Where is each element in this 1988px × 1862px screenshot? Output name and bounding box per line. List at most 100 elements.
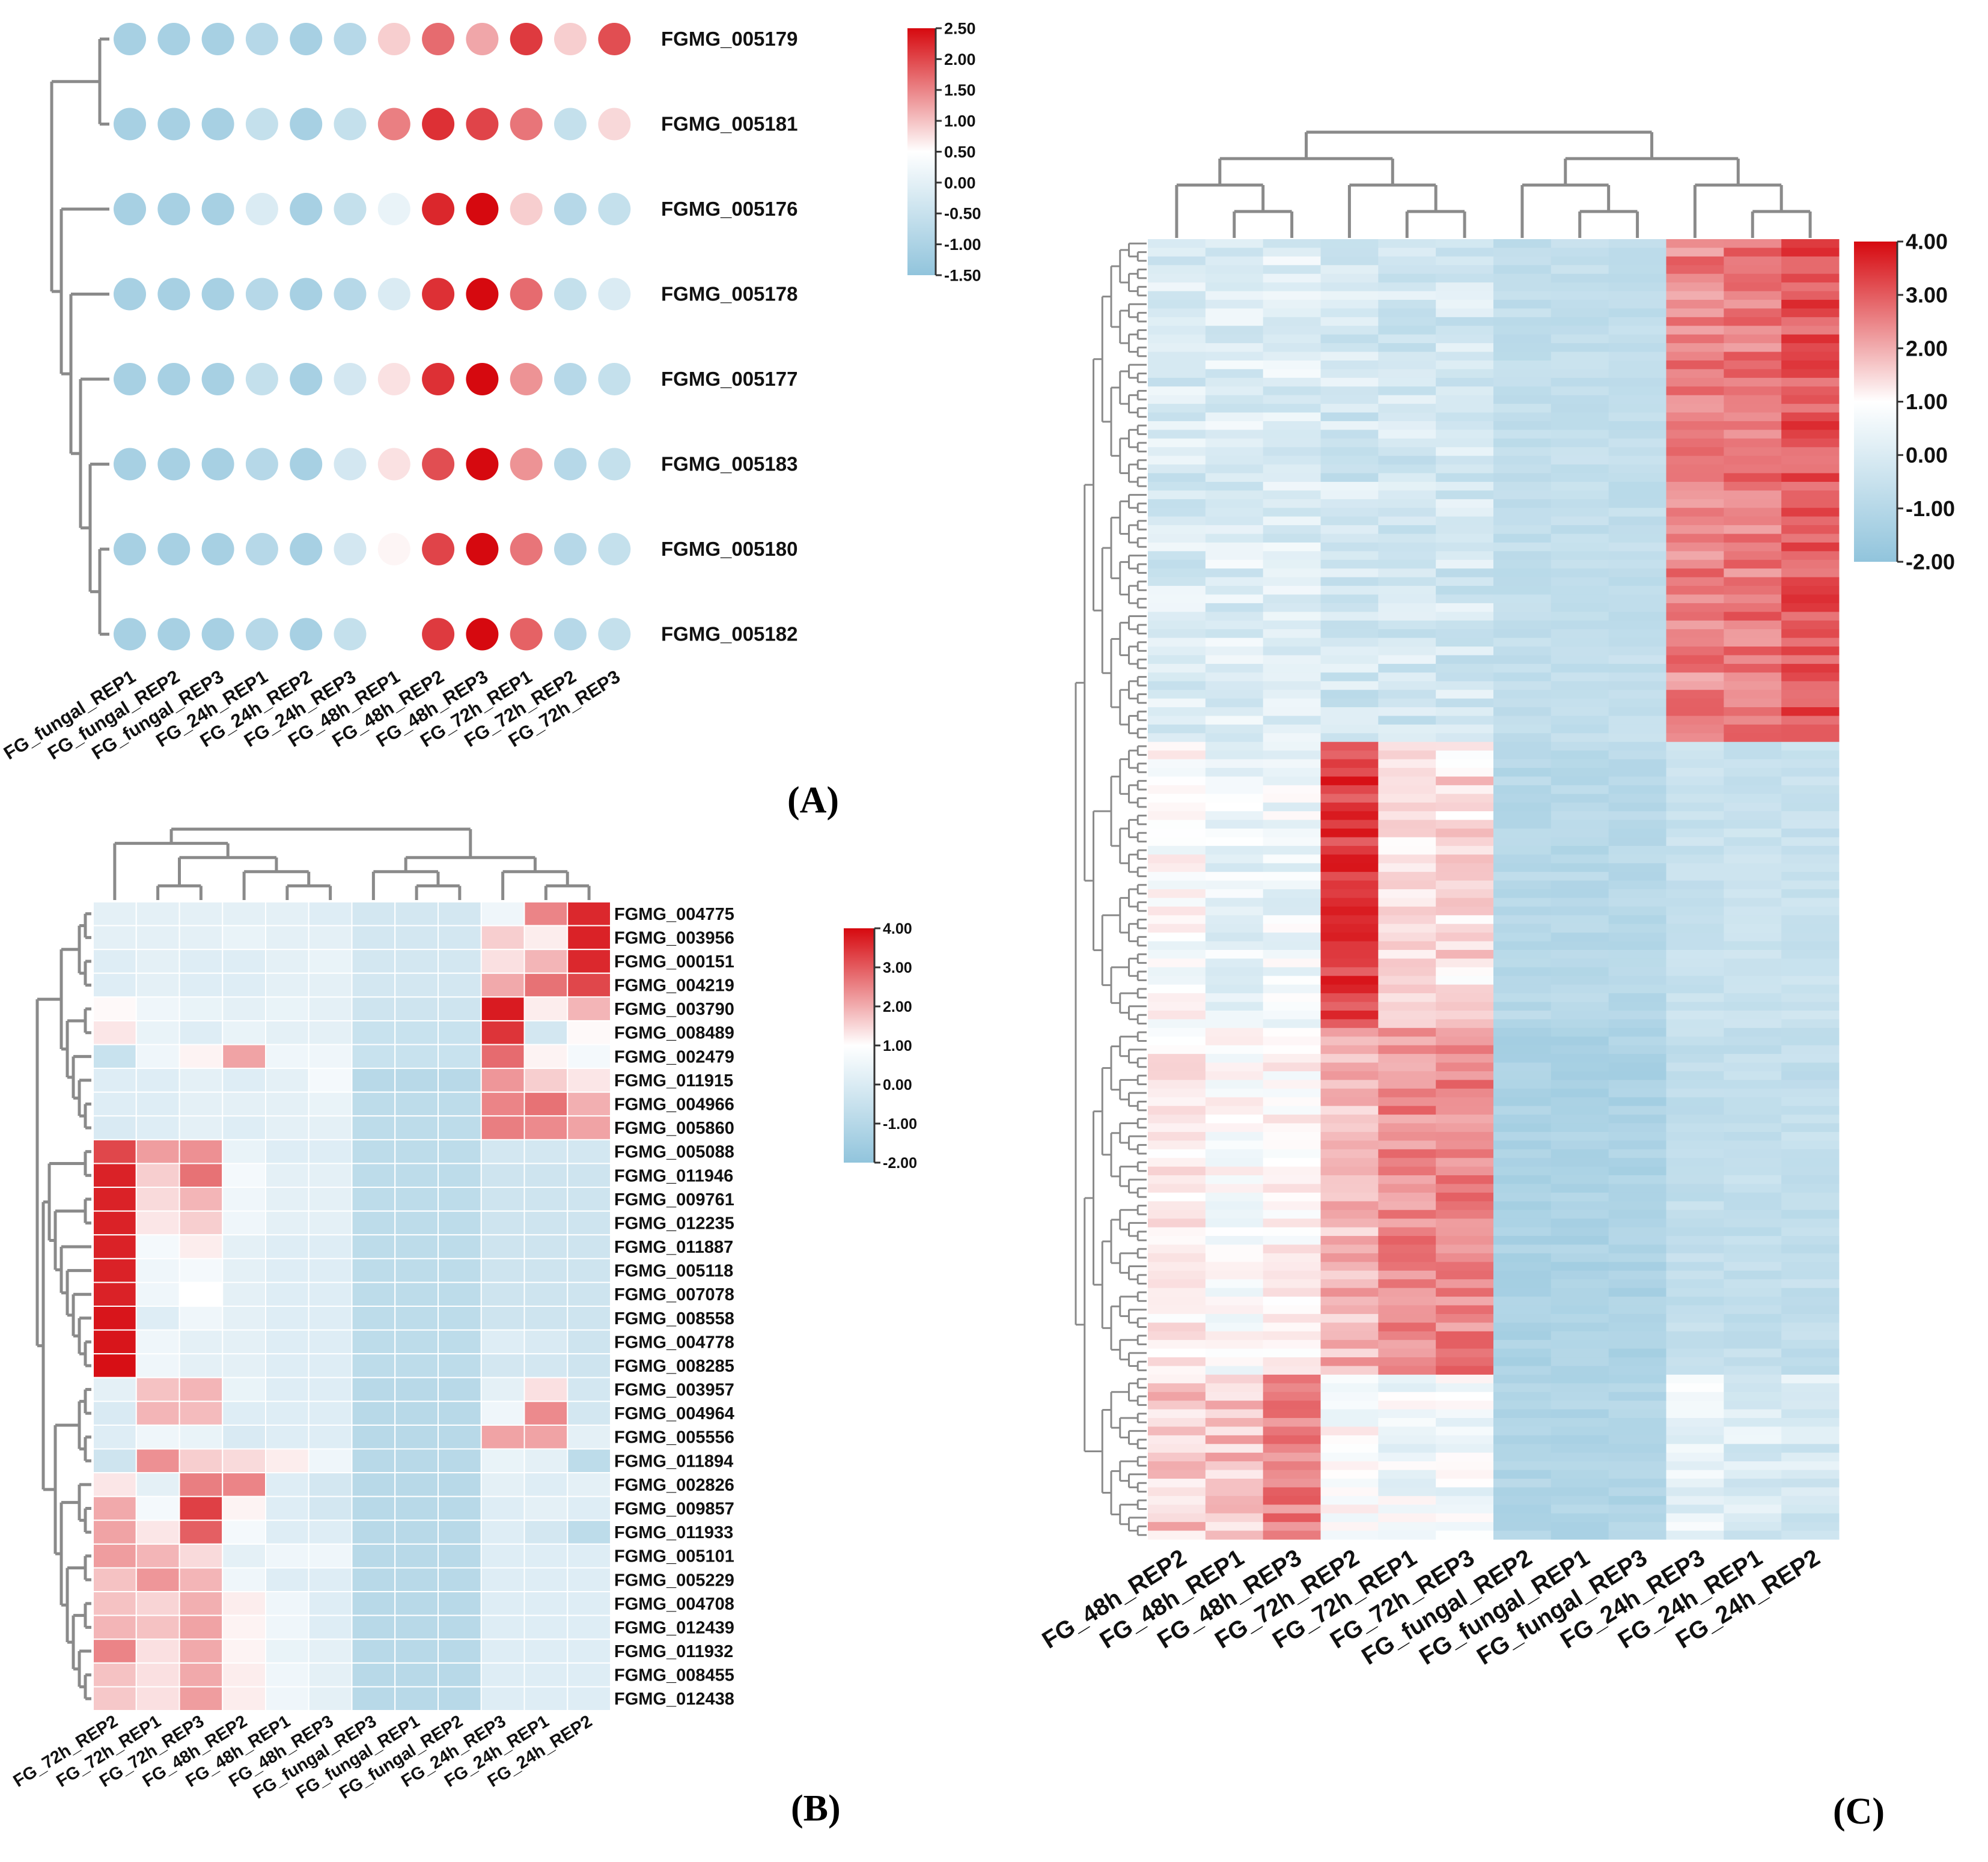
- heatmap-cell: [438, 1353, 482, 1378]
- heatmap-cell: [1148, 603, 1206, 612]
- heatmap-cell: [1608, 369, 1666, 379]
- heatmap-cell: [308, 1329, 353, 1355]
- heatmap-cell: [1378, 360, 1436, 370]
- heatmap-cell: [1378, 1219, 1436, 1228]
- heatmap-cell: [523, 949, 569, 974]
- heatmap-cell: [1436, 508, 1494, 517]
- heatmap-cell: [1781, 1522, 1840, 1532]
- heatmap-cell: [1205, 386, 1264, 396]
- heatmap-cell: [1378, 542, 1436, 552]
- heatmap-cell: [1263, 811, 1321, 821]
- heatmap-cell: [1724, 542, 1782, 552]
- heatmap-cell: [1608, 1184, 1666, 1193]
- heatmap-cell: [1436, 473, 1494, 482]
- heatmap-cell: [1550, 923, 1609, 933]
- heatmap-cell: [1205, 265, 1264, 275]
- heatmap-cell: [1205, 949, 1264, 959]
- heatmap-cell: [1493, 1140, 1552, 1150]
- heatmap-cell: [1148, 412, 1206, 422]
- heatmap-cell: [135, 972, 180, 998]
- heatmap-cell: [1724, 455, 1782, 465]
- bubble: [554, 278, 587, 311]
- heatmap-cell: [523, 1258, 569, 1283]
- heatmap-cell: [1550, 1184, 1609, 1193]
- heatmap-cell: [1263, 750, 1321, 760]
- heatmap-cell: [1263, 369, 1321, 379]
- heatmap-cell: [1320, 1062, 1379, 1072]
- heatmap-cell: [523, 972, 569, 998]
- heatmap-cell: [1724, 681, 1782, 690]
- heatmap-cell: [1666, 681, 1724, 690]
- heatmap-cell: [1148, 958, 1206, 968]
- colorbar-gradient: [907, 28, 936, 275]
- heatmap-cell: [1550, 1002, 1609, 1011]
- heatmap-cell: [1493, 308, 1552, 318]
- heatmap-cell: [1320, 395, 1379, 404]
- heatmap-cell: [1205, 577, 1264, 586]
- heatmap-cell: [93, 1163, 137, 1188]
- heatmap-cell: [1550, 829, 1609, 838]
- heatmap-cell: [1148, 1435, 1206, 1444]
- row-label: FGMG_004966: [614, 1095, 734, 1115]
- heatmap-cell: [1608, 1452, 1666, 1462]
- heatmap-cell: [1205, 690, 1264, 699]
- heatmap-cell: [1378, 299, 1436, 309]
- heatmap-cell: [1608, 568, 1666, 578]
- heatmap-cell: [1550, 889, 1609, 898]
- heatmap-cell: [1781, 915, 1840, 925]
- heatmap-cell: [1781, 438, 1840, 448]
- heatmap-cell: [1493, 716, 1552, 725]
- bubble: [157, 618, 191, 651]
- heatmap-cell: [1205, 1045, 1264, 1054]
- heatmap-cell: [222, 1495, 266, 1521]
- heatmap-cell: [1148, 473, 1206, 482]
- heatmap-cell: [1666, 837, 1724, 847]
- heatmap-cell: [1493, 421, 1552, 430]
- heatmap-cell: [222, 1543, 266, 1569]
- heatmap-cell: [1493, 291, 1552, 300]
- heatmap-cell: [1781, 820, 1840, 829]
- heatmap-cell: [1436, 1131, 1494, 1141]
- heatmap-cell: [1724, 586, 1782, 595]
- heatmap-cell: [567, 972, 611, 998]
- heatmap-cell: [1436, 1374, 1494, 1384]
- heatmap-cell: [1493, 690, 1552, 699]
- heatmap-cell: [1608, 1409, 1666, 1419]
- heatmap-cell: [1436, 993, 1494, 1003]
- heatmap-cell: [1205, 663, 1264, 673]
- heatmap-cell: [1378, 880, 1436, 890]
- heatmap-cell: [1148, 941, 1206, 951]
- heatmap-cell: [1666, 1366, 1724, 1375]
- heatmap-cell: [1724, 1054, 1782, 1063]
- heatmap-cell: [1263, 915, 1321, 925]
- heatmap-cell: [438, 1282, 482, 1307]
- bubble: [510, 363, 543, 395]
- heatmap-cell: [1724, 854, 1782, 864]
- heatmap-cell: [1263, 923, 1321, 933]
- heatmap-cell: [1148, 785, 1206, 794]
- heatmap-cell: [1724, 1392, 1782, 1401]
- heatmap-cell: [1320, 481, 1379, 491]
- heatmap-cell: [135, 1567, 180, 1593]
- heatmap-cell: [1148, 1288, 1206, 1297]
- heatmap-cell: [1378, 1019, 1436, 1029]
- panel-a-row-dendrogram: [50, 37, 109, 636]
- heatmap-cell: [1666, 404, 1724, 413]
- heatmap-cell: [308, 1448, 353, 1474]
- heatmap-cell: [93, 1567, 137, 1593]
- heatmap-cell: [1493, 1392, 1552, 1401]
- heatmap-cell: [438, 1591, 482, 1616]
- heatmap-cell: [1205, 707, 1264, 716]
- row-label: FGMG_011915: [614, 1071, 733, 1091]
- heatmap-cell: [1378, 1288, 1436, 1297]
- heatmap-cell: [1263, 1184, 1321, 1193]
- panel-a-bubble-heatmap: FGMG_005179FGMG_005181FGMG_005176FGMG_00…: [0, 19, 981, 821]
- row-label: FGMG_005181: [661, 113, 797, 135]
- heatmap-cell: [1608, 1435, 1666, 1444]
- heatmap-cell: [1320, 1487, 1379, 1497]
- bubble: [290, 108, 323, 141]
- heatmap-cell: [1378, 1192, 1436, 1202]
- heatmap-cell: [1781, 655, 1840, 665]
- heatmap-cell: [135, 1614, 180, 1640]
- heatmap-cell: [1263, 863, 1321, 872]
